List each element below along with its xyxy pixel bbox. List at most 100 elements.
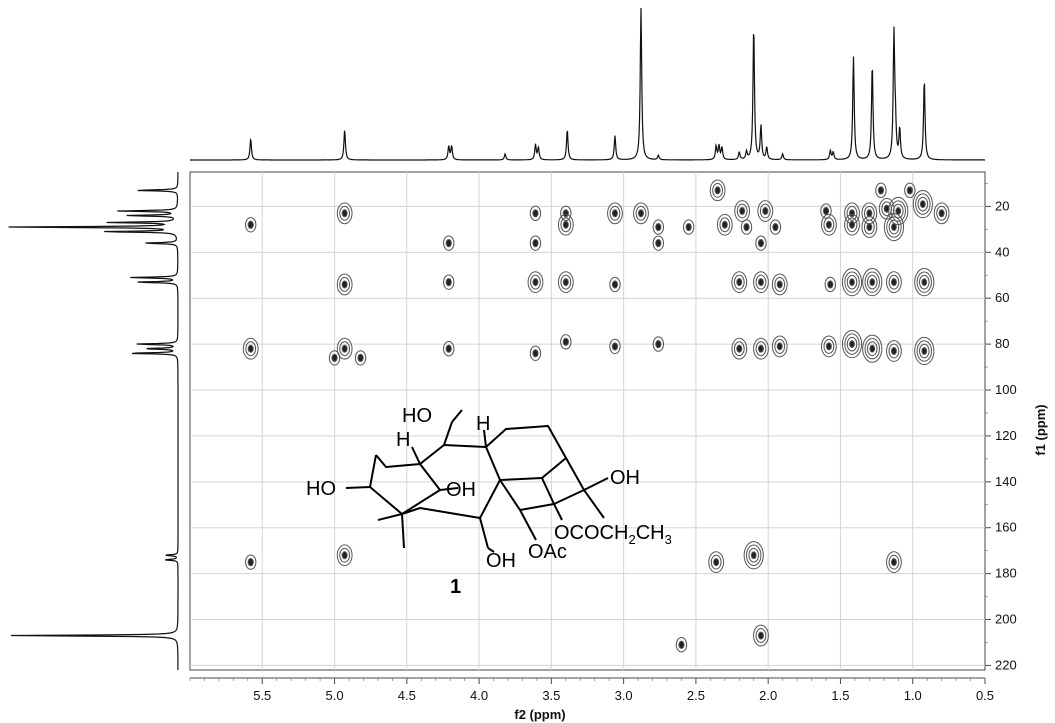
contour-ring [731, 271, 748, 294]
molecule-structure [345, 409, 609, 553]
contour-ring [733, 274, 745, 290]
contour-ring [341, 344, 348, 353]
contour-ring [748, 547, 760, 563]
contour-ring [731, 337, 748, 360]
contour-ring [750, 551, 757, 560]
contour-ring [772, 222, 779, 232]
contour-ring [341, 209, 348, 218]
contour-ring [637, 209, 644, 218]
contour-ring [532, 278, 539, 287]
bond-gem-methyl-1 [377, 513, 403, 521]
contour-ring [746, 544, 762, 566]
contour-ring [866, 274, 878, 290]
cross-peak [354, 350, 367, 366]
label-ho-top: HO [402, 405, 432, 427]
contour-ring [716, 213, 733, 236]
cross-peak [862, 268, 883, 297]
contour-ring [336, 544, 353, 567]
bond-ho-left [345, 486, 371, 489]
contour-ring [849, 340, 855, 349]
contour-ring [824, 276, 837, 293]
x-tick-label: 2.5 [687, 688, 705, 703]
bond-oac [519, 509, 537, 541]
x-tick-label: 3.0 [615, 688, 633, 703]
y-tick-label: 140 [995, 474, 1017, 489]
contour-ring [866, 209, 873, 218]
contour-ring [757, 239, 765, 248]
contour-ring [354, 350, 367, 366]
contour-ring [938, 209, 945, 218]
bond-gem-methyl-2 [401, 513, 405, 549]
contour-ring [245, 554, 257, 570]
cross-peak [443, 341, 455, 357]
contour-ring [734, 200, 751, 222]
contour-ring [753, 624, 769, 647]
cross-peak [557, 271, 574, 294]
contour-ring [755, 628, 767, 643]
contour-ring [560, 334, 572, 350]
label-oh-center: OH [446, 479, 476, 501]
contour-ring [609, 276, 621, 293]
contour-ring [933, 202, 950, 225]
contour-ring [529, 345, 542, 361]
contour-ring [341, 551, 348, 560]
contour-ring [890, 347, 897, 356]
bond-c-h-right [483, 429, 487, 448]
y-tick-label: 60 [995, 290, 1009, 305]
contour-ring [721, 220, 728, 229]
cross-peak [336, 337, 353, 360]
contour-ring [846, 205, 858, 221]
contour-ring [771, 335, 788, 358]
plot-area [189, 171, 986, 671]
cross-peak [609, 276, 621, 293]
contour-ring [774, 339, 786, 354]
cross-peak [904, 182, 916, 199]
contour-ring [883, 212, 905, 242]
cross-peak [443, 235, 455, 251]
cross-peak [560, 205, 572, 222]
cross-peak [844, 202, 860, 225]
contour-ring [849, 220, 856, 229]
contour-ring [864, 338, 880, 360]
contour-ring [445, 239, 452, 248]
contour-ring [762, 207, 769, 216]
y-axis-title: f1 (ppm) [1033, 404, 1048, 455]
contour-ring [562, 337, 569, 346]
label-h-left: H [396, 429, 410, 451]
cross-peak [753, 271, 769, 294]
contour-ring [912, 190, 933, 219]
contour-ring [936, 205, 948, 221]
molecule-labels: HO H H OH HO OH OCOCH2CH3 OH OAc 1 [306, 405, 672, 598]
contour-ring [532, 209, 539, 218]
cross-peak [862, 334, 883, 363]
contour-ring [443, 341, 455, 357]
contour-ring [633, 202, 649, 225]
contour-ring [771, 273, 788, 296]
contour-ring [530, 274, 541, 290]
contour-ring [755, 274, 767, 290]
contour-ring [915, 193, 931, 215]
contour-ring [846, 274, 858, 290]
contour-ring [247, 344, 254, 353]
cross-peak [675, 637, 688, 653]
label-oh-bottom: OH [486, 550, 516, 572]
contour-ring [339, 277, 351, 292]
contour-ring [844, 333, 860, 355]
contour-ring [921, 278, 928, 287]
cross-peaks [242, 179, 950, 653]
contour-ring [759, 203, 771, 219]
contour-ring [886, 340, 902, 362]
contour-ring [869, 278, 876, 287]
contour-ring [916, 271, 932, 293]
cross-peak [633, 202, 649, 225]
contour-ring [675, 637, 688, 653]
contour-ring [906, 186, 913, 195]
y-tick-label: 180 [995, 566, 1017, 581]
cross-peak [753, 337, 769, 360]
contour-ring [529, 205, 542, 222]
x-tick-label: 5.5 [253, 688, 271, 703]
contour-ring [820, 213, 837, 236]
y-tick-label: 200 [995, 612, 1017, 627]
contour-ring [652, 336, 665, 352]
label-h-right: H [476, 413, 490, 435]
